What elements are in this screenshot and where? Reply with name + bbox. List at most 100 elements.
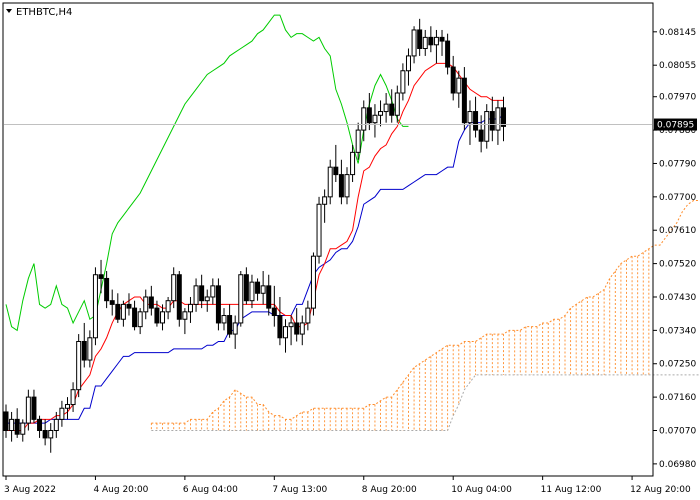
candle [126,293,132,316]
x-tick-label: 12 Aug 20:00 [630,485,691,495]
candle [137,308,143,335]
candle-body [182,311,188,320]
candle [148,285,154,316]
candle [37,415,43,438]
y-tick-label: 0.07070 [659,426,696,436]
candle [271,285,277,327]
candle-body [148,296,154,309]
candle-body [109,300,115,305]
candle-body [215,285,221,324]
candle [439,29,445,56]
candle-body [445,40,451,68]
y-tick-label: 0.08055 [659,61,696,71]
candle-body [322,196,328,205]
candle-body [433,36,439,46]
candle [372,104,378,138]
dropdown-triangle-icon[interactable] [6,9,12,13]
candle-body [461,77,467,124]
y-tick-label: 0.07520 [659,260,696,270]
candle-body [48,429,54,439]
candle-body [277,315,283,339]
candle-body [283,326,288,339]
candle-body [171,274,177,302]
candle [215,278,221,331]
candle-body [227,315,233,335]
candle [176,271,182,327]
candle [288,315,294,346]
candle [154,300,160,327]
y-tick-label: 0.07430 [659,293,696,303]
candle [9,411,15,442]
candle-body [294,322,300,335]
candle-body [243,274,249,302]
candle [456,70,462,108]
symbol-header[interactable]: ETHBTC,H4 [6,7,72,18]
candle [484,104,490,149]
candle [299,315,305,346]
candle [193,278,199,312]
candle [210,278,216,305]
candle [478,115,484,153]
candle [232,315,238,349]
candle-body [76,340,82,391]
candle-body [484,111,490,142]
candle-body [137,311,143,328]
candle [383,93,389,123]
candle-body [176,274,182,320]
candle-body [238,274,244,324]
time-axis[interactable]: 3 Aug 2022 4 Aug 20:00 6 Aug 04:00 7 Aug 13… [4,476,700,495]
candle-body [405,55,411,72]
candle [417,18,423,56]
candle-body [53,418,59,431]
candle-body [299,322,305,335]
candle-body [372,114,378,124]
candle-body [501,107,507,127]
kijun-sen-line [6,114,504,424]
candle-body [115,303,121,320]
candle-body [394,92,400,116]
y-tick-label: 0.08145 [659,28,696,38]
candle [98,259,104,294]
candle-body [288,322,294,328]
candle-body [316,203,322,257]
price-axis[interactable]: 0.08145 0.08055 0.07970 0.07880 0.07790 0.077… [653,28,696,470]
candle [277,296,283,346]
candle-body [14,418,20,435]
candle-body [104,277,110,302]
y-tick-label: 0.07880 [659,126,696,136]
x-tick-label: 8 Aug 20:00 [362,485,417,495]
x-tick-label: 7 Aug 13:00 [272,485,327,495]
ichimoku-cloud [150,200,700,431]
candle [344,167,350,205]
candle [333,144,339,183]
candle-body [383,103,389,113]
candle-body [98,274,104,279]
candle [305,300,311,331]
candle-body [428,36,434,46]
candle [366,93,372,131]
candle [171,267,177,309]
candle [221,308,227,331]
candle [25,389,31,431]
candle [473,96,479,138]
candlesticks [3,18,507,453]
candle-body [3,411,9,431]
candle [243,267,249,305]
candle-body [473,111,479,131]
candle-body [489,111,495,131]
y-tick-label: 0.07970 [659,93,696,103]
candle [59,400,65,427]
candle [338,159,344,205]
candle-body [389,103,395,116]
candle-body [417,29,423,50]
candle [143,289,149,320]
candle [361,100,367,142]
candle [249,274,255,309]
candle [204,289,210,312]
candle [87,330,93,368]
candle-body [92,274,98,339]
current-price-value: 0.07895 [657,121,694,131]
candle-body [25,396,31,424]
candle [422,29,428,56]
